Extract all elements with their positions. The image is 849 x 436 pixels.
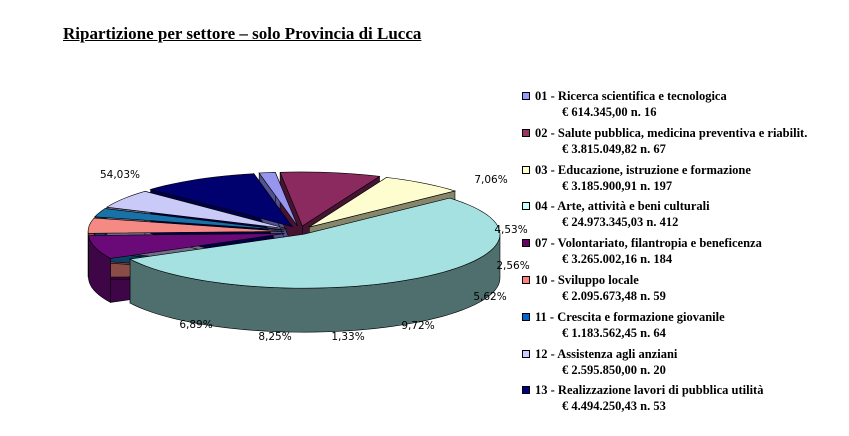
legend-swatch — [522, 386, 530, 395]
slice-label-3: 4,53% — [494, 224, 527, 236]
legend-detail: € 1.183.562,45 n. 64 — [562, 325, 666, 340]
legend: 01 - Ricerca scientifica e tecnologica € … — [519, 89, 849, 420]
pie-slice-8 — [279, 171, 381, 227]
legend-swatch — [522, 349, 530, 358]
legend-swatch — [522, 275, 530, 284]
slice-label-8: 8,25% — [258, 331, 291, 343]
legend-detail: € 24.973.345,03 n. 412 — [562, 215, 679, 230]
pie-slice-9 — [309, 177, 457, 228]
legend-label: 10 - Sviluppo locale — [535, 272, 639, 287]
slice-label-5: 5,62% — [473, 291, 506, 303]
slice-label-6: 9,72% — [401, 320, 434, 332]
legend-label: 02 - Salute pubblica, medicina preventiv… — [535, 125, 808, 140]
legend-item-2: 02 - Salute pubblica, medicina preventiv… — [519, 126, 849, 163]
legend-swatch — [522, 165, 530, 174]
legend-swatch — [522, 239, 530, 248]
legend-label: 03 - Educazione, istruzione e formazione — [535, 162, 751, 177]
legend-item-4: 04 - Arte, attività e beni culturali € 24… — [519, 199, 849, 236]
pie-slice-2 — [88, 233, 285, 259]
pie-slice-5 — [105, 191, 287, 229]
legend-swatch — [522, 92, 530, 100]
legend-detail: € 3.185.900,91 n. 197 — [562, 178, 673, 193]
legend-swatch — [522, 128, 530, 137]
legend-label: 12 - Assistenza agli anziani — [535, 346, 678, 361]
slice-label-1: 54,03% — [100, 169, 140, 181]
legend-detail: € 2.095.673,48 n. 59 — [562, 288, 666, 303]
legend-item-5: 07 - Volontariato, filantropia e benefic… — [519, 236, 849, 273]
legend-label: 13 - Realizzazione lavori di pubblica ut… — [535, 383, 764, 398]
slice-label-4: 2,56% — [496, 260, 529, 272]
legend-detail: € 3.265.002,16 n. 184 — [562, 252, 673, 267]
legend-swatch — [522, 202, 530, 211]
slice-label-9: 6,89% — [179, 319, 212, 331]
legend-item-1: 01 - Ricerca scientifica e tecnologica € … — [519, 89, 849, 126]
legend-label: 04 - Arte, attività e beni culturali — [535, 199, 710, 214]
legend-item-8: 12 - Assistenza agli anziani € 2.595.850,… — [519, 347, 849, 384]
slice-label-7: 1,33% — [331, 331, 364, 343]
legend-swatch — [522, 312, 530, 321]
chart-title: Ripartizione per settore – solo Provinci… — [63, 24, 422, 43]
pie-slice-3 — [87, 217, 285, 234]
pie-slice-1 — [129, 197, 501, 289]
pie-slice-7 — [258, 172, 298, 227]
legend-detail: € 2.595.850,00 n. 20 — [562, 362, 666, 377]
legend-item-9: 13 - Realizzazione lavori di pubblica ut… — [519, 383, 849, 420]
legend-detail: € 4.494.250,43 n. 53 — [562, 399, 666, 414]
legend-detail: € 614.345,00 n. 16 — [562, 105, 657, 119]
legend-label: 01 - Ricerca scientifica e tecnologica — [535, 89, 727, 103]
slice-label-2: 7,06% — [474, 174, 507, 186]
pie-slice-4 — [94, 208, 285, 231]
pie-slice-6 — [149, 173, 294, 228]
legend-item-6: 10 - Sviluppo locale € 2.095.673,48 n. 59 — [519, 273, 849, 310]
legend-item-3: 03 - Educazione, istruzione e formazione… — [519, 163, 849, 200]
legend-label: 11 - Crescita e formazione giovanile — [535, 309, 725, 324]
legend-label: 07 - Volontariato, filantropia e benefic… — [535, 236, 762, 251]
legend-item-7: 11 - Crescita e formazione giovanile € 1.… — [519, 310, 849, 347]
legend-detail: € 3.815.049,82 n. 67 — [562, 141, 666, 156]
